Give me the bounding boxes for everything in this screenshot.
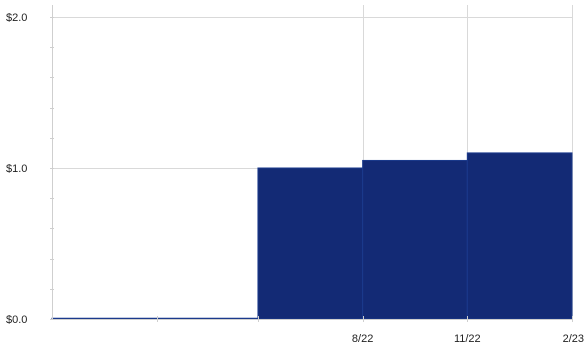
- bar-1: [257, 167, 364, 320]
- y-tick-label-2: $2.0: [6, 12, 27, 24]
- x-tick-labels: 8/22 11/22 2/23: [352, 333, 584, 345]
- y-tick-label-0: $0.0: [6, 314, 27, 326]
- bar-3: [466, 152, 573, 320]
- y-tick-label-1: $1.0: [6, 163, 27, 175]
- axes: [50, 5, 573, 322]
- x-tick-label-2: 2/23: [563, 333, 584, 345]
- bars: [51, 152, 573, 320]
- x-tick-label-0: 8/22: [352, 333, 373, 345]
- y-tick-labels: $0.0 $1.0 $2.0: [6, 12, 27, 326]
- bar-2: [362, 159, 468, 320]
- x-tick-label-1: 11/22: [454, 333, 481, 345]
